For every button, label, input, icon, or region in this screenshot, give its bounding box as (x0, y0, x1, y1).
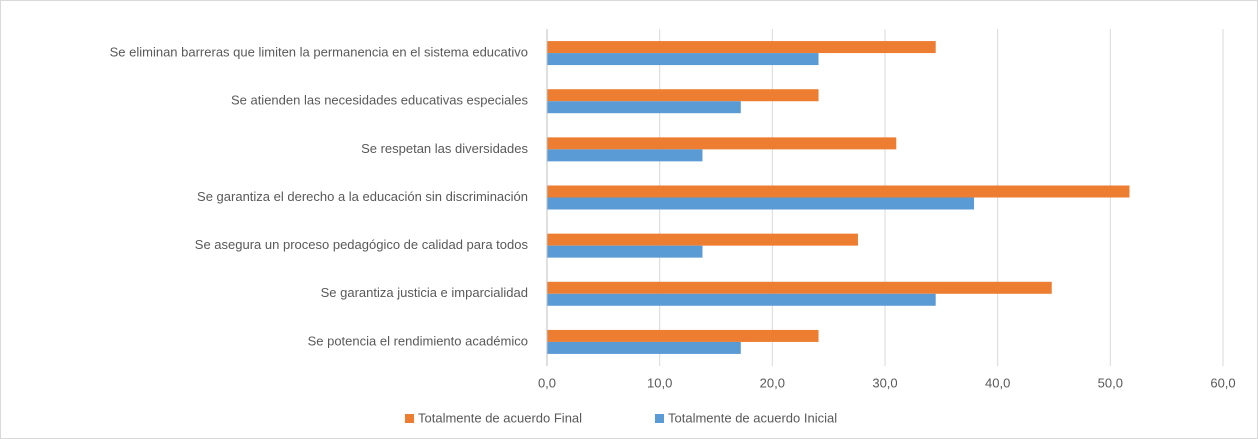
bar (547, 293, 936, 306)
bar (547, 185, 1130, 198)
x-tick-label: 50,0 (1098, 375, 1123, 390)
x-tick-label: 40,0 (985, 375, 1010, 390)
y-tick-label: Se respetan las diversidades (361, 141, 528, 156)
bar (547, 89, 819, 102)
bar (547, 281, 1052, 294)
y-tick-label: Se eliminan barreras que limiten la perm… (110, 45, 528, 60)
bar (547, 41, 936, 54)
bar (547, 233, 858, 246)
x-tick-label: 60,0 (1210, 375, 1235, 390)
y-tick-label: Se potencia el rendimiento académico (308, 333, 528, 348)
bar (547, 53, 819, 66)
legend-swatch (405, 414, 414, 423)
x-tick-label: 0,0 (538, 375, 556, 390)
bar (547, 137, 897, 150)
x-tick-label: 30,0 (872, 375, 897, 390)
y-tick-label: Se asegura un proceso pedagógico de cali… (195, 237, 529, 252)
x-tick-label: 10,0 (647, 375, 672, 390)
bar (547, 197, 975, 210)
y-tick-label: Se garantiza el derecho a la educación s… (197, 189, 528, 204)
bar (547, 149, 703, 162)
bar (547, 245, 703, 258)
x-tick-label: 20,0 (760, 375, 785, 390)
bar (547, 101, 741, 114)
legend-label: Totalmente de acuerdo Final (418, 410, 582, 425)
bar (547, 341, 741, 354)
bar (547, 329, 819, 342)
legend-swatch (655, 414, 664, 423)
legend-label: Totalmente de acuerdo Inicial (668, 410, 837, 425)
y-tick-label: Se atienden las necesidades educativas e… (231, 93, 529, 108)
y-tick-label: Se garantiza justicia e imparcialidad (321, 285, 528, 300)
